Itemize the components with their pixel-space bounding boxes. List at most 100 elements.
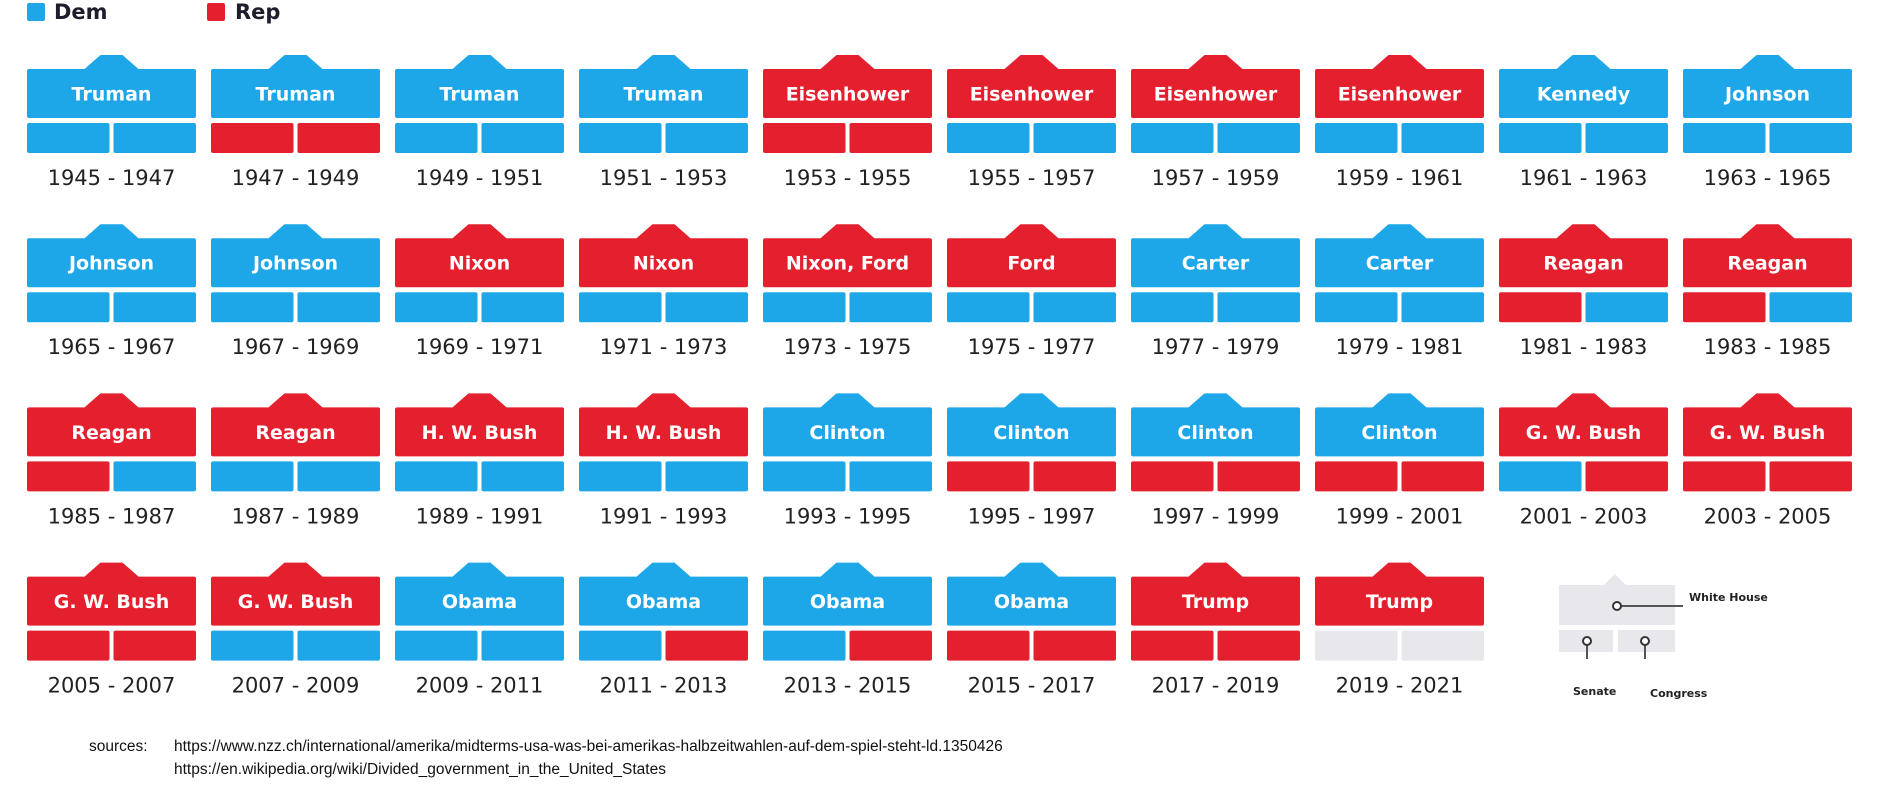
white-house-box — [1499, 55, 1668, 118]
term-years: 2001 - 2003 — [1520, 504, 1648, 528]
senate-box — [947, 461, 1030, 492]
term-tile: Carter 1979 - 1981 — [1315, 224, 1484, 359]
source-link-nzz[interactable]: https://www.nzz.ch/international/amerika… — [174, 738, 1003, 755]
legend-rep-label: Rep — [235, 0, 281, 24]
president-name: G. W. Bush — [54, 591, 170, 613]
source-link-wikipedia[interactable]: https://en.wikipedia.org/wiki/Divided_go… — [174, 761, 666, 778]
senate-box — [211, 461, 294, 492]
term-years: 2005 - 2007 — [48, 674, 176, 698]
term-years: 1949 - 1951 — [416, 166, 544, 190]
senate-box — [1683, 461, 1766, 492]
term-years: 1951 - 1953 — [600, 166, 728, 190]
senate-box — [395, 461, 478, 492]
term-tile: Trump 2017 - 2019 — [1131, 562, 1300, 698]
term-tile: H. W. Bush 1989 - 1991 — [395, 393, 564, 528]
president-name: Truman — [624, 84, 704, 106]
white-house-box — [1315, 562, 1484, 626]
president-name: Clinton — [809, 422, 885, 444]
president-name: Obama — [810, 591, 885, 613]
white-house-box — [395, 562, 564, 626]
white-house-box — [579, 562, 748, 626]
white-house-box — [1315, 393, 1484, 457]
white-house-box — [211, 393, 380, 457]
term-tile: Reagan 1985 - 1987 — [27, 393, 196, 528]
term-tile: Truman 1949 - 1951 — [395, 55, 564, 190]
senate-box — [579, 630, 662, 661]
term-tile: Johnson 1965 - 1967 — [27, 224, 196, 359]
president-name: Nixon, Ford — [786, 253, 909, 275]
white-house-box — [211, 562, 380, 626]
white-house-box — [211, 224, 380, 288]
term-tile: Eisenhower 1953 - 1955 — [763, 55, 932, 190]
term-years: 1981 - 1983 — [1520, 335, 1648, 359]
senate-box — [1683, 292, 1766, 323]
term-tile: Johnson 1963 - 1965 — [1683, 55, 1852, 190]
term-tile: Carter 1977 - 1979 — [1131, 224, 1300, 359]
term-tile: Obama 2013 - 2015 — [763, 562, 932, 698]
term-years: 2007 - 2009 — [232, 674, 360, 698]
white-house-box — [1131, 55, 1300, 118]
term-years: 1985 - 1987 — [48, 504, 176, 528]
congress-box — [1769, 292, 1852, 323]
term-years: 1961 - 1963 — [1520, 166, 1648, 190]
president-name: Obama — [994, 591, 1069, 613]
congress-box — [297, 461, 380, 492]
senate-box — [1131, 292, 1214, 323]
congress-box — [1401, 630, 1484, 661]
congress-box — [1585, 461, 1668, 492]
term-tile: G. W. Bush 2003 - 2005 — [1683, 393, 1852, 528]
senate-box — [579, 292, 662, 323]
president-name: Trump — [1182, 591, 1249, 613]
key-white-house-box — [1559, 574, 1675, 625]
congress-box — [665, 461, 748, 492]
president-name: G. W. Bush — [1526, 422, 1642, 444]
congress-box — [1217, 292, 1300, 323]
white-house-box — [763, 562, 932, 626]
senate-box — [947, 630, 1030, 661]
term-years: 2013 - 2015 — [784, 674, 912, 698]
white-house-box — [1499, 393, 1668, 457]
senate-box — [27, 461, 110, 492]
white-house-box — [1131, 562, 1300, 626]
term-years: 1947 - 1949 — [232, 166, 360, 190]
term-tile: Nixon, Ford 1973 - 1975 — [763, 224, 932, 359]
term-years: 2017 - 2019 — [1152, 674, 1280, 698]
congress-box — [297, 630, 380, 661]
white-house-box — [1683, 55, 1852, 118]
white-house-box — [395, 224, 564, 288]
term-years: 2019 - 2021 — [1336, 674, 1464, 698]
senate-box — [1131, 630, 1214, 661]
congress-box — [481, 461, 564, 492]
term-tile: G. W. Bush 2007 - 2009 — [211, 562, 380, 698]
term-years: 1995 - 1997 — [968, 504, 1096, 528]
senate-box — [1499, 461, 1582, 492]
senate-box — [579, 461, 662, 492]
term-tile: Truman 1947 - 1949 — [211, 55, 380, 190]
senate-box — [27, 123, 110, 153]
white-house-box — [1131, 224, 1300, 288]
congress-box — [113, 630, 196, 661]
congress-box — [481, 630, 564, 661]
congress-box — [849, 292, 932, 323]
white-house-box — [395, 393, 564, 457]
key-senate-label: Senate — [1573, 685, 1616, 698]
senate-box — [27, 630, 110, 661]
term-tile: Eisenhower 1959 - 1961 — [1315, 55, 1484, 190]
congress-box — [1033, 123, 1116, 153]
term-tile: Clinton 1999 - 2001 — [1315, 393, 1484, 528]
congress-box — [297, 123, 380, 153]
president-name: G. W. Bush — [1710, 422, 1826, 444]
congress-box — [113, 292, 196, 323]
legend-rep-swatch — [207, 3, 225, 21]
term-tile: Clinton 1995 - 1997 — [947, 393, 1116, 528]
president-name: Carter — [1182, 253, 1250, 275]
president-name: Clinton — [993, 422, 1069, 444]
white-house-box — [947, 224, 1116, 288]
term-tile: G. W. Bush 2005 - 2007 — [27, 562, 196, 698]
term-years: 1993 - 1995 — [784, 504, 912, 528]
senate-box — [1315, 292, 1398, 323]
senate-box — [395, 630, 478, 661]
senate-box — [763, 292, 846, 323]
key-white-house-marker — [1612, 601, 1622, 611]
term-years: 1999 - 2001 — [1336, 504, 1464, 528]
